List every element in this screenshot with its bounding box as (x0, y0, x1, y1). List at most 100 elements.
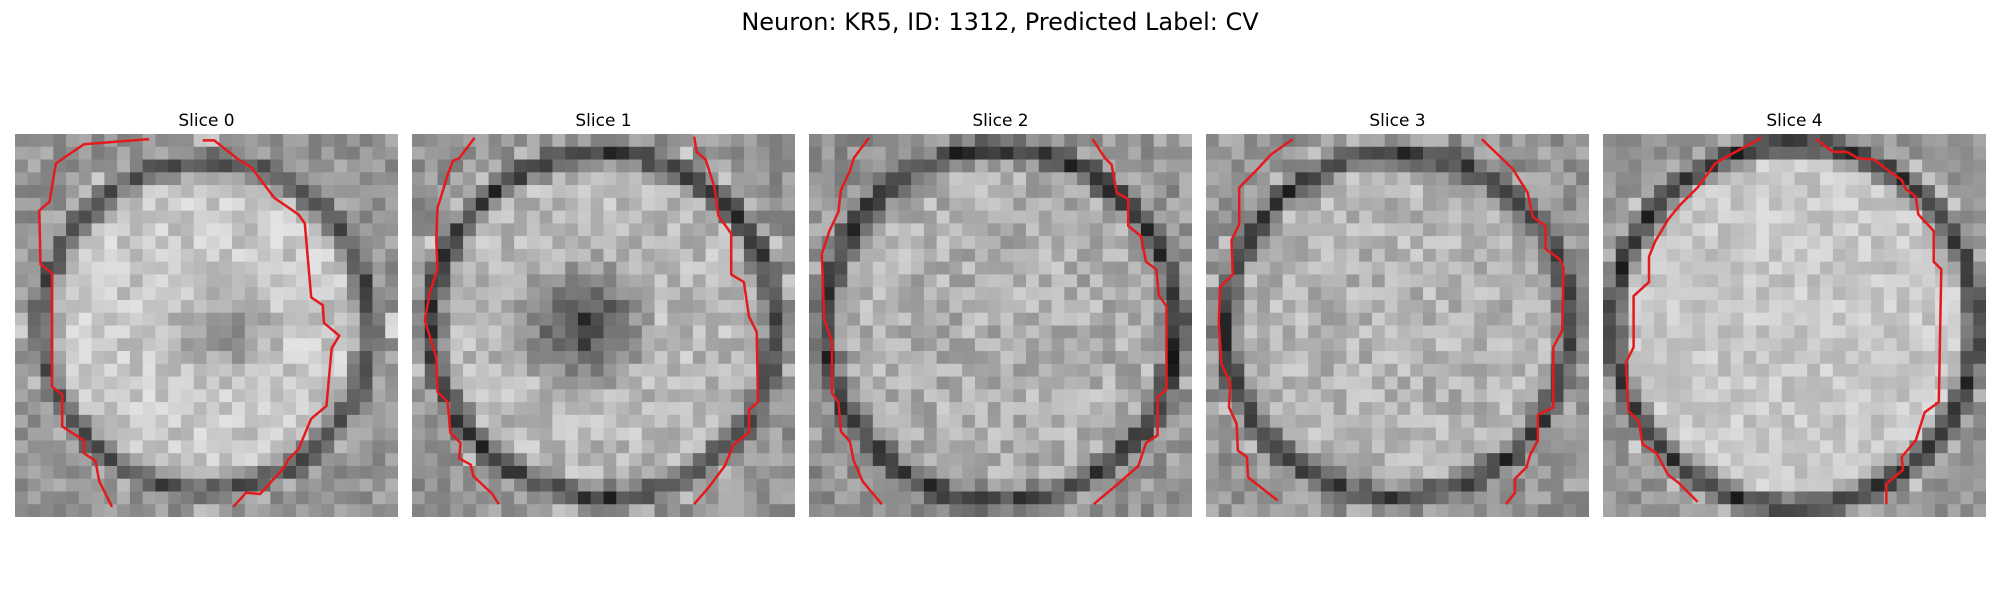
image-pixel (1934, 402, 1949, 416)
image-pixel (756, 146, 771, 161)
image-pixel (1474, 146, 1488, 161)
image-pixel (526, 159, 541, 173)
image-pixel (974, 223, 989, 237)
image-pixel (705, 312, 719, 327)
image-pixel (359, 172, 374, 186)
image-pixel (565, 146, 579, 161)
image-pixel (641, 453, 656, 467)
image-pixel (1397, 440, 1411, 454)
image-pixel (1166, 465, 1180, 480)
image-pixel (923, 159, 938, 173)
image-pixel (1461, 440, 1475, 454)
image-pixel (962, 261, 976, 276)
image-pixel (1947, 261, 1962, 276)
image-pixel (206, 210, 220, 224)
image-pixel (756, 312, 771, 327)
image-pixel (974, 185, 989, 199)
image-pixel (1934, 453, 1949, 467)
image-pixel (705, 236, 719, 250)
image-pixel (1883, 414, 1898, 429)
image-pixel (1448, 159, 1462, 173)
image-pixel (1423, 351, 1437, 365)
image-pixel (1794, 134, 1808, 148)
image-pixel (1231, 325, 1245, 339)
image-pixel (1051, 491, 1065, 505)
image-pixel (1410, 248, 1424, 263)
image-pixel (590, 261, 605, 276)
image-pixel (193, 159, 208, 173)
image-pixel (1295, 312, 1309, 327)
image-pixel (104, 236, 118, 250)
image-pixel (514, 338, 528, 352)
image-pixel (809, 159, 823, 173)
image-pixel (168, 427, 182, 441)
image-pixel (1269, 210, 1284, 224)
image-pixel (539, 363, 554, 378)
image-pixel (590, 172, 605, 186)
image-pixel (1295, 210, 1309, 224)
image-pixel (206, 236, 220, 250)
image-pixel (1051, 440, 1065, 454)
image-pixel (1026, 287, 1040, 301)
image-pixel (1525, 134, 1539, 148)
image-pixel (603, 299, 617, 314)
image-pixel (1320, 376, 1335, 390)
image-pixel (1499, 185, 1513, 199)
image-pixel (718, 338, 732, 352)
image-pixel (1512, 146, 1526, 161)
image-pixel (974, 338, 989, 352)
image-pixel (142, 287, 157, 301)
image-pixel (1423, 504, 1437, 517)
image-pixel (911, 223, 925, 237)
image-pixel (1384, 312, 1399, 327)
image-pixel (1077, 261, 1091, 276)
image-pixel (1166, 159, 1180, 173)
image-pixel (501, 504, 515, 517)
image-pixel (1410, 223, 1424, 237)
image-pixel (962, 351, 976, 365)
image-pixel (91, 325, 105, 339)
image-pixel (283, 248, 297, 263)
image-pixel (1909, 299, 1923, 314)
image-pixel (526, 236, 541, 250)
image-pixel (334, 134, 348, 148)
image-pixel (1499, 376, 1513, 390)
image-pixel (616, 248, 630, 263)
image-pixel (321, 453, 335, 467)
image-pixel (1474, 389, 1488, 403)
image-pixel (667, 402, 681, 416)
image-pixel (1128, 172, 1142, 186)
image-pixel (1922, 414, 1936, 429)
image-pixel (1947, 185, 1962, 199)
image-pixel (1730, 440, 1745, 454)
image-pixel (142, 478, 157, 493)
image-pixel (756, 351, 771, 365)
image-pixel (412, 351, 426, 365)
image-pixel (1576, 491, 1589, 505)
image-pixel (1026, 491, 1040, 505)
image-pixel (321, 427, 335, 441)
image-pixel (334, 338, 348, 352)
image-pixel (78, 172, 93, 186)
image-pixel (142, 172, 157, 186)
image-pixel (1934, 236, 1949, 250)
image-pixel (1794, 159, 1808, 173)
image-pixel (603, 236, 617, 250)
image-pixel (424, 363, 439, 378)
image-pixel (1128, 338, 1142, 352)
image-pixel (923, 376, 938, 390)
image-pixel (1359, 440, 1373, 454)
image-pixel (1692, 223, 1706, 237)
image-pixel (1244, 312, 1258, 327)
image-pixel (1320, 185, 1335, 199)
image-pixel (1486, 134, 1501, 148)
image-pixel (1295, 172, 1309, 186)
image-pixel (949, 223, 963, 237)
image-pixel (641, 389, 656, 403)
image-pixel (66, 261, 80, 276)
image-pixel (219, 261, 233, 276)
image-pixel (1359, 159, 1373, 173)
image-pixel (334, 363, 348, 378)
image-pixel (155, 465, 169, 480)
image-pixel (40, 453, 54, 467)
